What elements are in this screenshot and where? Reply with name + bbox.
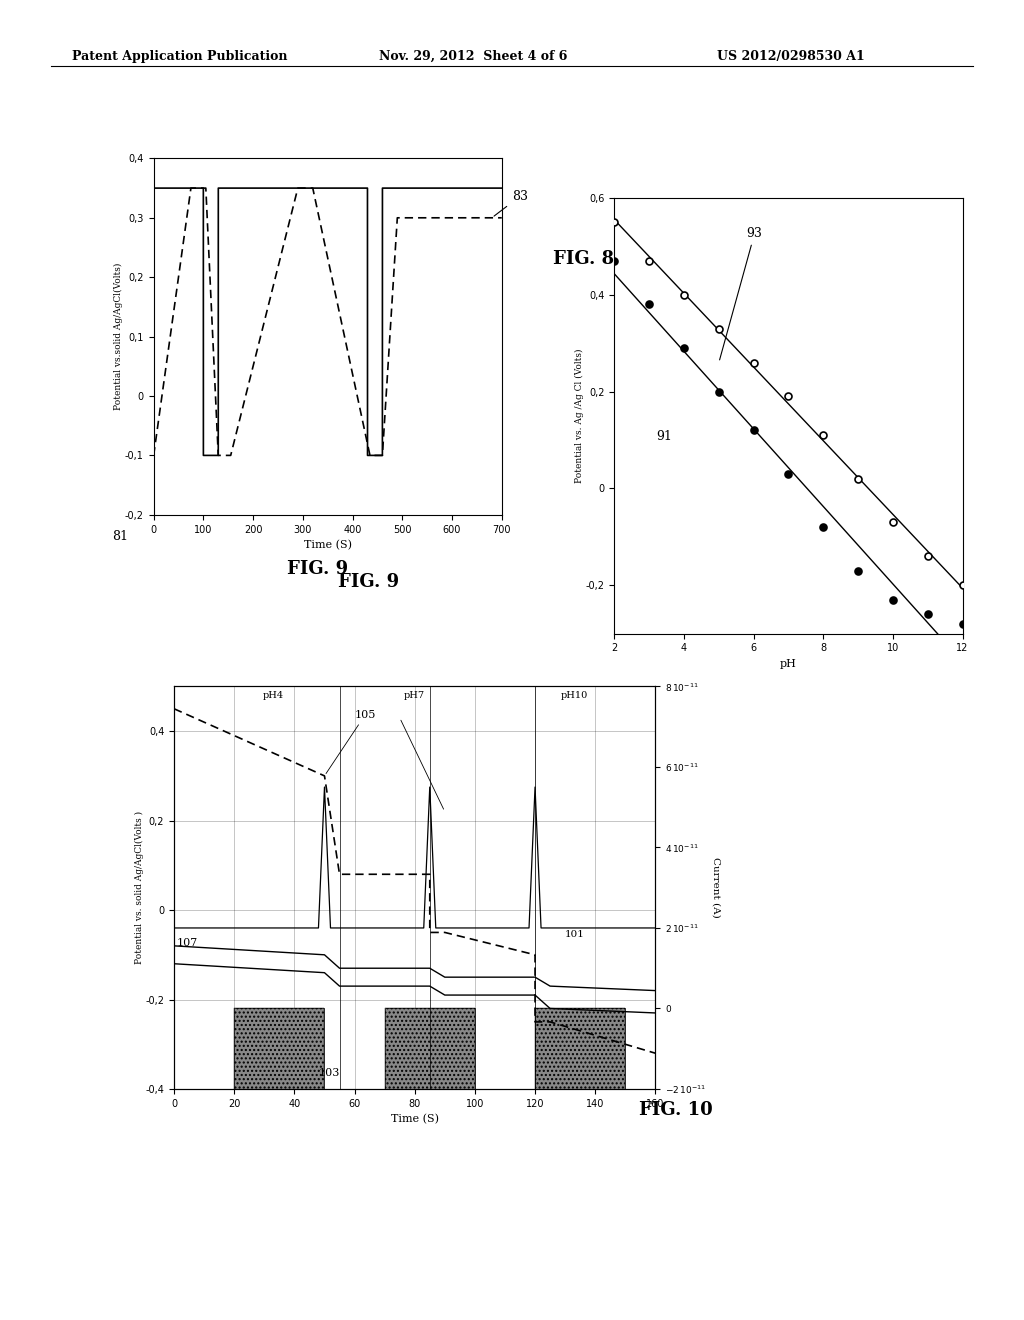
Point [745,420,762,441]
Text: Nov. 29, 2012  Sheet 4 of 6: Nov. 29, 2012 Sheet 4 of 6 [379,50,567,63]
Bar [385,1008,475,1098]
Bar [535,1008,626,1098]
Bar [234,1008,325,1098]
Text: 101: 101 [565,929,585,939]
Point [850,560,866,581]
Point [745,352,762,374]
Point [954,574,971,595]
Text: 105: 105 [326,710,376,774]
Text: FIG. 9: FIG. 9 [287,560,348,578]
Text: 81: 81 [112,529,128,543]
Text: 103: 103 [318,1068,340,1077]
Text: FIG. 9: FIG. 9 [338,573,399,591]
Text: 83: 83 [494,190,527,216]
Text: US 2012/0298530 A1: US 2012/0298530 A1 [717,50,864,63]
Text: 91: 91 [656,430,672,444]
Y-axis label: Potential vs.solid Ag/AgCl(Volts): Potential vs.solid Ag/AgCl(Volts) [115,263,124,411]
Text: Patent Application Publication: Patent Application Publication [72,50,287,63]
Text: FIG. 8: FIG. 8 [553,249,614,268]
Point [815,425,831,446]
Point [850,469,866,490]
Point [606,211,623,232]
Point [920,603,936,624]
Point [711,318,727,339]
Text: pH10: pH10 [560,690,588,700]
Bar [234,1008,325,1098]
X-axis label: Time (S): Time (S) [304,540,351,550]
Point [676,284,692,305]
Text: 107: 107 [177,937,199,948]
Text: FIG. 10: FIG. 10 [639,1101,713,1119]
Point [920,545,936,566]
Point [780,463,797,484]
Point [606,251,623,272]
Text: pH4: pH4 [263,690,284,700]
Bar [385,1008,475,1098]
Point [885,589,901,610]
X-axis label: Time (S): Time (S) [391,1114,438,1125]
Bar [535,1008,626,1098]
Point [676,338,692,359]
Text: 93: 93 [720,227,763,360]
Point [780,385,797,407]
Point [954,614,971,635]
Text: pH7: pH7 [404,690,425,700]
Y-axis label: Potential vs. Ag /Ag Cl (Volts): Potential vs. Ag /Ag Cl (Volts) [575,348,585,483]
Point [641,294,657,315]
Point [641,251,657,272]
Point [885,512,901,533]
Point [815,516,831,537]
Y-axis label: Potential vs. solid Ag/AgCl(Volts ): Potential vs. solid Ag/AgCl(Volts ) [135,810,144,965]
Y-axis label: Current (A): Current (A) [711,857,720,919]
X-axis label: pH: pH [780,659,797,669]
Point [711,381,727,403]
